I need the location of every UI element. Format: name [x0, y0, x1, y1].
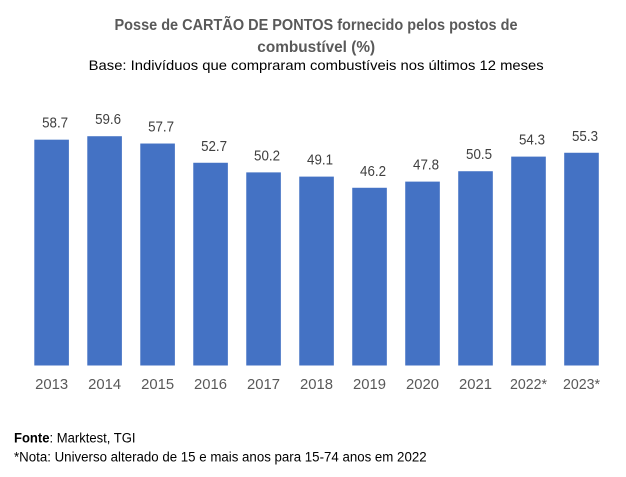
svg-text:46.2: 46.2: [360, 164, 386, 180]
svg-text:58.7: 58.7: [42, 116, 68, 132]
svg-text:49.1: 49.1: [307, 153, 333, 169]
svg-text:57.7: 57.7: [148, 120, 174, 136]
svg-text:Base: Indivíduos que compraram: Base: Indivíduos que compraram combustív…: [89, 57, 544, 73]
svg-text:2015: 2015: [141, 377, 174, 393]
svg-text:55.3: 55.3: [572, 129, 598, 145]
svg-text:2019: 2019: [353, 377, 386, 393]
svg-text:47.8: 47.8: [413, 158, 439, 174]
svg-text:2018: 2018: [300, 377, 333, 393]
svg-text:52.7: 52.7: [201, 139, 227, 155]
svg-text:Fonte: Marktest, TGI: Fonte: Marktest, TGI: [14, 431, 136, 446]
svg-text:2023*: 2023*: [563, 377, 600, 393]
svg-text:2013: 2013: [35, 377, 68, 393]
svg-text:combustível (%): combustível (%): [257, 39, 375, 56]
svg-text:Posse de CARTÃO DE PONTOS forn: Posse de CARTÃO DE PONTOS fornecido pelo…: [115, 14, 518, 34]
svg-text:59.6: 59.6: [95, 112, 121, 128]
svg-text:50.5: 50.5: [466, 147, 492, 163]
svg-text:2020: 2020: [406, 377, 439, 393]
svg-text:2022*: 2022*: [510, 377, 547, 393]
svg-text:2016: 2016: [194, 377, 227, 393]
svg-text:2017: 2017: [247, 377, 280, 393]
svg-text:2021: 2021: [459, 377, 492, 393]
svg-text:54.3: 54.3: [519, 133, 545, 149]
svg-text:2014: 2014: [88, 377, 121, 393]
svg-text:*Nota: Universo alterado de 15: *Nota: Universo alterado de 15 e mais an…: [14, 450, 427, 465]
svg-text:50.2: 50.2: [254, 148, 280, 164]
